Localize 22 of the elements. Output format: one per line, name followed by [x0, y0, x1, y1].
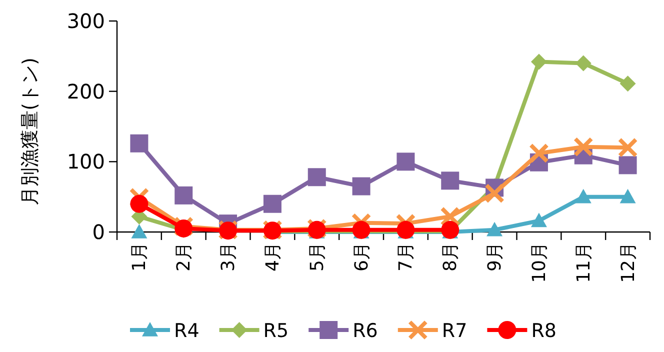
x-tick-label: 9月 — [484, 242, 506, 272]
x-tick-label: 8月 — [440, 242, 462, 272]
y-tick-label: 200 — [66, 79, 105, 104]
x-tick-label: 6月 — [351, 242, 372, 272]
x-tick-label: 10月 — [528, 242, 550, 283]
x-tick-label: 12月 — [618, 242, 639, 283]
legend-label: R5 — [263, 320, 289, 342]
x-tick-label: 7月 — [396, 242, 417, 272]
y-tick-label: 100 — [66, 150, 105, 174]
y-tick-label: 300 — [66, 9, 105, 33]
x-tick-label: 2月 — [174, 242, 195, 272]
y-tick-label: 0 — [92, 220, 105, 244]
x-tick-label: 4月 — [262, 242, 284, 272]
x-tick-label: 1月 — [129, 242, 150, 272]
legend-label: R7 — [442, 320, 468, 342]
legend-label: R8 — [531, 320, 556, 342]
x-tick-label: 11月 — [573, 242, 594, 283]
x-tick-label: 3月 — [218, 242, 240, 272]
legend-label: R6 — [352, 320, 378, 342]
y-axis-title: 月別漁獲量(トン) — [19, 58, 41, 206]
x-tick-label: 5月 — [306, 242, 328, 272]
legend-label: R4 — [174, 320, 200, 342]
